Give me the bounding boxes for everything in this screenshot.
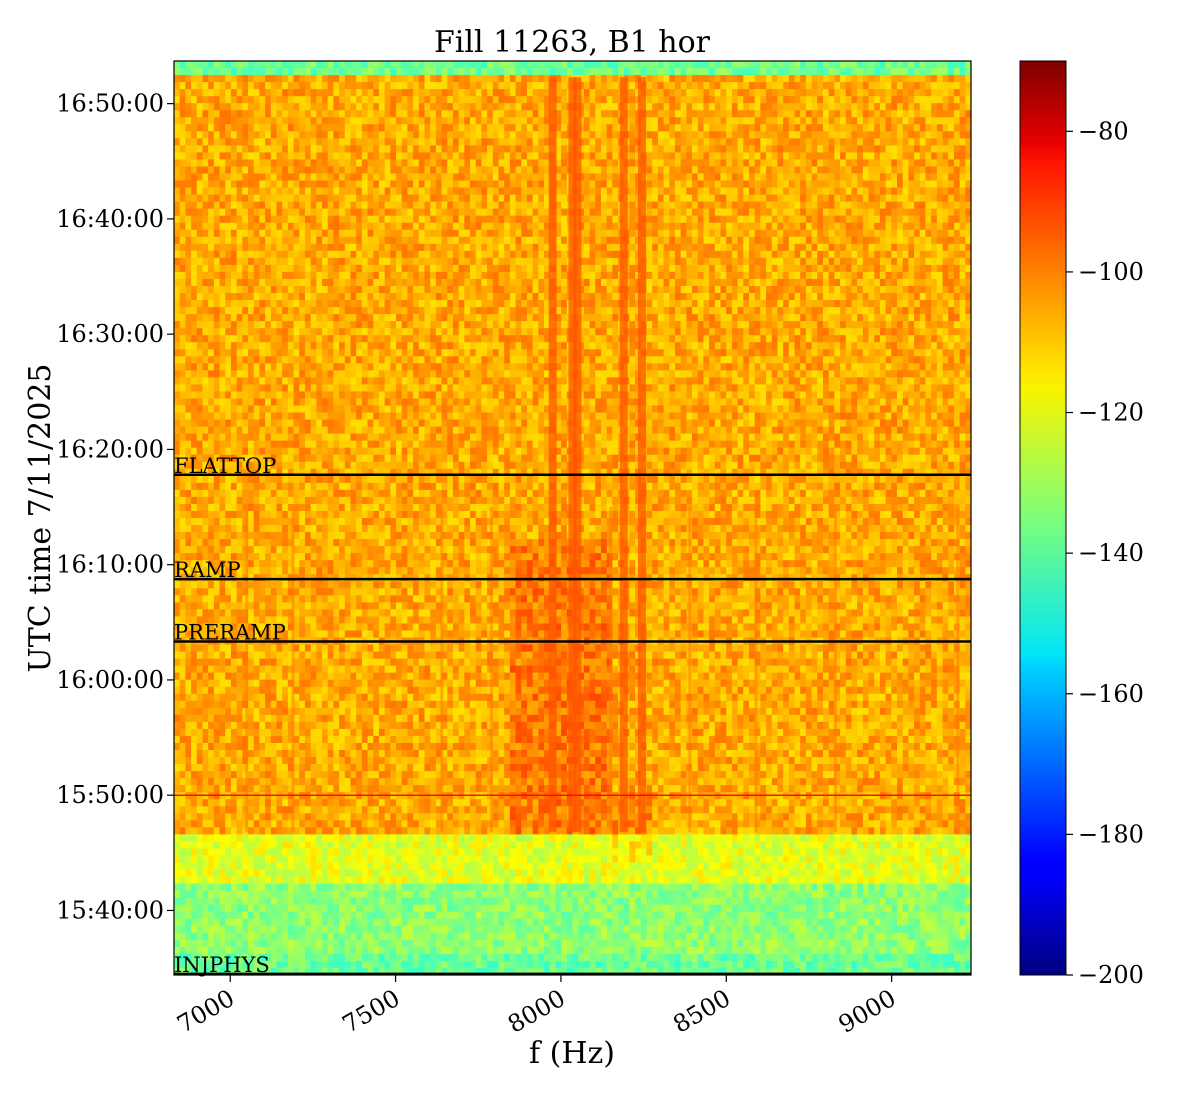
x-tick-label: 8500 (668, 984, 735, 1039)
phase-markers: FLATTOP RAMP PRERAMP INJPHYS (174, 454, 971, 977)
weak-line-8150 (609, 507, 613, 833)
y-tick-label: 16:20:00 (56, 435, 164, 463)
y-axis-label: UTC time 7/11/2025 (23, 364, 58, 673)
weak-line-7790 (489, 507, 493, 833)
colorbar-tick-label: −140 (1078, 539, 1144, 567)
spectral-lines (174, 77, 971, 833)
weak-line-7640 (440, 507, 444, 833)
x-axis-label: f (Hz) (529, 1036, 615, 1071)
y-tick-label: 16:50:00 (56, 90, 164, 118)
colorbar-tick-label: −80 (1078, 117, 1129, 145)
strong-line-8050 (573, 77, 582, 833)
strong-line-7975 (548, 77, 557, 833)
strong-line-8245 (637, 77, 646, 833)
phase-label-injphys: INJPHYS (174, 953, 270, 977)
x-axis-ticks: 7000 7500 8000 8500 9000 (172, 975, 901, 1039)
chart-title: Fill 11263, B1 hor (434, 25, 711, 60)
y-tick-label: 16:30:00 (56, 320, 164, 348)
weak-line-8830 (833, 507, 837, 833)
weak-line-7050 (245, 507, 249, 833)
colorbar-ticks: −80 −100 −120 −140 −160 −180 −200 (1066, 117, 1144, 989)
y-axis-ticks: 15:40:00 15:50:00 16:00:00 16:10:00 16:20:00… (56, 90, 174, 924)
strong-line-8190 (619, 77, 628, 833)
x-tick-label: 9000 (834, 984, 901, 1039)
y-tick-label: 16:10:00 (56, 551, 164, 579)
weak-line-9200 (956, 507, 960, 833)
y-tick-label: 15:50:00 (56, 781, 164, 809)
x-tick-label: 7500 (338, 984, 405, 1039)
colorbar-tick-label: −160 (1078, 680, 1144, 708)
colorbar: −80 −100 −120 −140 −160 −180 −200 (1019, 60, 1144, 989)
y-tick-label: 16:40:00 (56, 205, 164, 233)
phase-label-preramp: PRERAMP (174, 621, 286, 645)
weak-line-8590 (754, 507, 758, 833)
phase-label-flattop: FLATTOP (174, 454, 276, 478)
weak-line-7190 (291, 507, 295, 833)
y-tick-label: 15:40:00 (56, 896, 164, 924)
phase-label-ramp: RAMP (174, 558, 241, 582)
plot-area (174, 61, 971, 975)
colorbar-tick-label: −100 (1078, 258, 1144, 286)
x-tick-label: 8000 (503, 984, 570, 1039)
y-tick-label: 16:00:00 (56, 666, 164, 694)
spectrogram-noise (174, 61, 971, 975)
x-tick-label: 7000 (172, 984, 239, 1039)
colorbar-gradient (1019, 60, 1067, 976)
colorbar-tick-label: −180 (1078, 820, 1144, 848)
colorbar-tick-label: −200 (1078, 961, 1144, 989)
plot-frame (173, 60, 972, 976)
weak-line-8390 (688, 507, 692, 833)
strong-line-8035 (568, 77, 577, 833)
colorbar-tick-label: −120 (1078, 399, 1144, 427)
